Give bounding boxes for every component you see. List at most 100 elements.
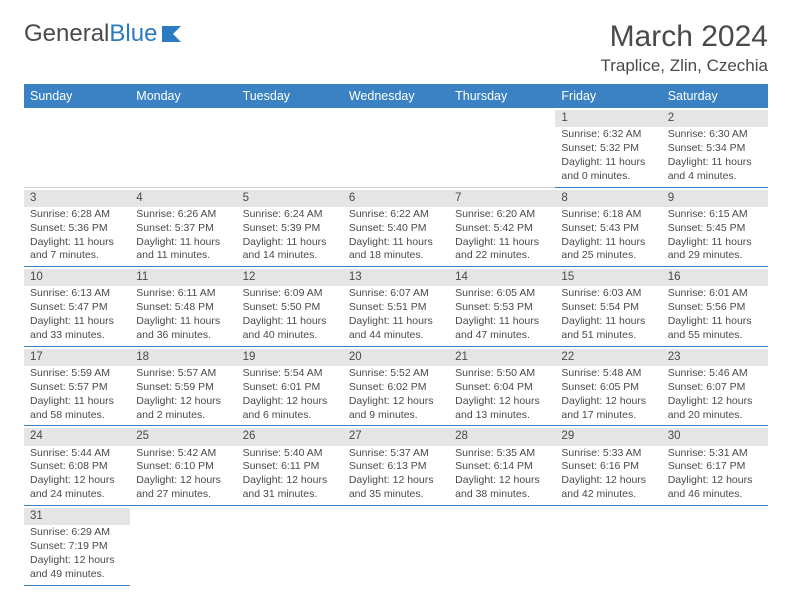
day-cell: 27Sunrise: 5:37 AMSunset: 6:13 PMDayligh…	[343, 426, 449, 506]
empty-day	[449, 108, 555, 188]
day-number: 20	[343, 349, 449, 366]
day-day2: and 42 minutes.	[561, 488, 655, 502]
day-sunset: Sunset: 6:05 PM	[561, 381, 655, 395]
empty-day	[130, 108, 236, 188]
day-day2: and 22 minutes.	[455, 249, 549, 263]
day-number: 31	[24, 508, 130, 525]
day-sunrise: Sunrise: 5:52 AM	[349, 367, 443, 381]
day-day2: and 6 minutes.	[243, 409, 337, 423]
day-sunset: Sunset: 5:43 PM	[561, 222, 655, 236]
day-sunrise: Sunrise: 6:26 AM	[136, 208, 230, 222]
day-number: 22	[555, 349, 661, 366]
day-day1: Daylight: 11 hours	[668, 236, 762, 250]
day-number: 25	[130, 428, 236, 445]
page-header: GeneralBlue March 2024 Traplice, Zlin, C…	[24, 20, 768, 76]
day-sunrise: Sunrise: 6:22 AM	[349, 208, 443, 222]
day-sunrise: Sunrise: 5:48 AM	[561, 367, 655, 381]
day-sunset: Sunset: 5:48 PM	[136, 301, 230, 315]
day-day1: Daylight: 11 hours	[668, 156, 762, 170]
day-cell: 14Sunrise: 6:05 AMSunset: 5:53 PMDayligh…	[449, 267, 555, 347]
day-cell: 16Sunrise: 6:01 AMSunset: 5:56 PMDayligh…	[662, 267, 768, 347]
weekday-label: Friday	[555, 84, 661, 108]
day-number: 7	[449, 190, 555, 207]
day-number: 16	[662, 269, 768, 286]
empty-day	[130, 506, 236, 586]
day-sunrise: Sunrise: 6:32 AM	[561, 128, 655, 142]
day-day1: Daylight: 12 hours	[30, 474, 124, 488]
day-day2: and 9 minutes.	[349, 409, 443, 423]
day-sunset: Sunset: 5:54 PM	[561, 301, 655, 315]
day-sunrise: Sunrise: 6:18 AM	[561, 208, 655, 222]
day-cell: 13Sunrise: 6:07 AMSunset: 5:51 PMDayligh…	[343, 267, 449, 347]
day-cell: 2Sunrise: 6:30 AMSunset: 5:34 PMDaylight…	[662, 108, 768, 188]
day-cell: 6Sunrise: 6:22 AMSunset: 5:40 PMDaylight…	[343, 188, 449, 268]
location-text: Traplice, Zlin, Czechia	[600, 56, 768, 76]
day-day2: and 55 minutes.	[668, 329, 762, 343]
day-day2: and 2 minutes.	[136, 409, 230, 423]
day-day2: and 47 minutes.	[455, 329, 549, 343]
empty-day	[237, 108, 343, 188]
day-sunset: Sunset: 6:02 PM	[349, 381, 443, 395]
brand-logo: GeneralBlue	[24, 20, 187, 48]
day-sunrise: Sunrise: 6:07 AM	[349, 287, 443, 301]
day-sunrise: Sunrise: 5:35 AM	[455, 447, 549, 461]
day-sunrise: Sunrise: 5:44 AM	[30, 447, 124, 461]
day-sunset: Sunset: 6:17 PM	[668, 460, 762, 474]
day-day1: Daylight: 11 hours	[136, 236, 230, 250]
day-cell: 17Sunrise: 5:59 AMSunset: 5:57 PMDayligh…	[24, 347, 130, 427]
day-sunset: Sunset: 6:13 PM	[349, 460, 443, 474]
day-sunset: Sunset: 6:01 PM	[243, 381, 337, 395]
day-day2: and 17 minutes.	[561, 409, 655, 423]
day-number: 6	[343, 190, 449, 207]
day-day1: Daylight: 12 hours	[136, 474, 230, 488]
day-number: 3	[24, 190, 130, 207]
flag-icon	[161, 24, 187, 44]
day-day2: and 14 minutes.	[243, 249, 337, 263]
day-number: 2	[662, 110, 768, 127]
day-sunrise: Sunrise: 6:11 AM	[136, 287, 230, 301]
day-sunrise: Sunrise: 6:09 AM	[243, 287, 337, 301]
day-number: 21	[449, 349, 555, 366]
day-day1: Daylight: 12 hours	[136, 395, 230, 409]
day-sunrise: Sunrise: 5:54 AM	[243, 367, 337, 381]
day-cell: 11Sunrise: 6:11 AMSunset: 5:48 PMDayligh…	[130, 267, 236, 347]
day-sunset: Sunset: 6:14 PM	[455, 460, 549, 474]
day-day1: Daylight: 11 hours	[30, 395, 124, 409]
day-day2: and 33 minutes.	[30, 329, 124, 343]
day-sunrise: Sunrise: 6:01 AM	[668, 287, 762, 301]
day-day1: Daylight: 12 hours	[455, 474, 549, 488]
weekday-label: Tuesday	[237, 84, 343, 108]
day-sunset: Sunset: 5:37 PM	[136, 222, 230, 236]
day-number: 15	[555, 269, 661, 286]
week-row: 17Sunrise: 5:59 AMSunset: 5:57 PMDayligh…	[24, 347, 768, 427]
day-day2: and 18 minutes.	[349, 249, 443, 263]
day-sunset: Sunset: 5:42 PM	[455, 222, 549, 236]
day-sunrise: Sunrise: 6:13 AM	[30, 287, 124, 301]
day-cell: 22Sunrise: 5:48 AMSunset: 6:05 PMDayligh…	[555, 347, 661, 427]
day-number: 23	[662, 349, 768, 366]
empty-day	[24, 108, 130, 188]
day-day2: and 36 minutes.	[136, 329, 230, 343]
day-sunset: Sunset: 5:47 PM	[30, 301, 124, 315]
day-day1: Daylight: 11 hours	[30, 315, 124, 329]
day-cell: 26Sunrise: 5:40 AMSunset: 6:11 PMDayligh…	[237, 426, 343, 506]
day-day2: and 44 minutes.	[349, 329, 443, 343]
day-day2: and 40 minutes.	[243, 329, 337, 343]
day-day2: and 4 minutes.	[668, 170, 762, 184]
empty-day	[449, 506, 555, 586]
weekday-label: Monday	[130, 84, 236, 108]
day-cell: 10Sunrise: 6:13 AMSunset: 5:47 PMDayligh…	[24, 267, 130, 347]
day-cell: 1Sunrise: 6:32 AMSunset: 5:32 PMDaylight…	[555, 108, 661, 188]
day-sunrise: Sunrise: 6:05 AM	[455, 287, 549, 301]
day-sunset: Sunset: 5:51 PM	[349, 301, 443, 315]
day-day1: Daylight: 12 hours	[561, 395, 655, 409]
day-day2: and 13 minutes.	[455, 409, 549, 423]
day-number: 18	[130, 349, 236, 366]
calendar-grid: SundayMondayTuesdayWednesdayThursdayFrid…	[24, 84, 768, 586]
day-number: 11	[130, 269, 236, 286]
day-day2: and 38 minutes.	[455, 488, 549, 502]
day-cell: 24Sunrise: 5:44 AMSunset: 6:08 PMDayligh…	[24, 426, 130, 506]
day-sunrise: Sunrise: 6:20 AM	[455, 208, 549, 222]
day-sunrise: Sunrise: 5:46 AM	[668, 367, 762, 381]
day-day1: Daylight: 11 hours	[561, 156, 655, 170]
